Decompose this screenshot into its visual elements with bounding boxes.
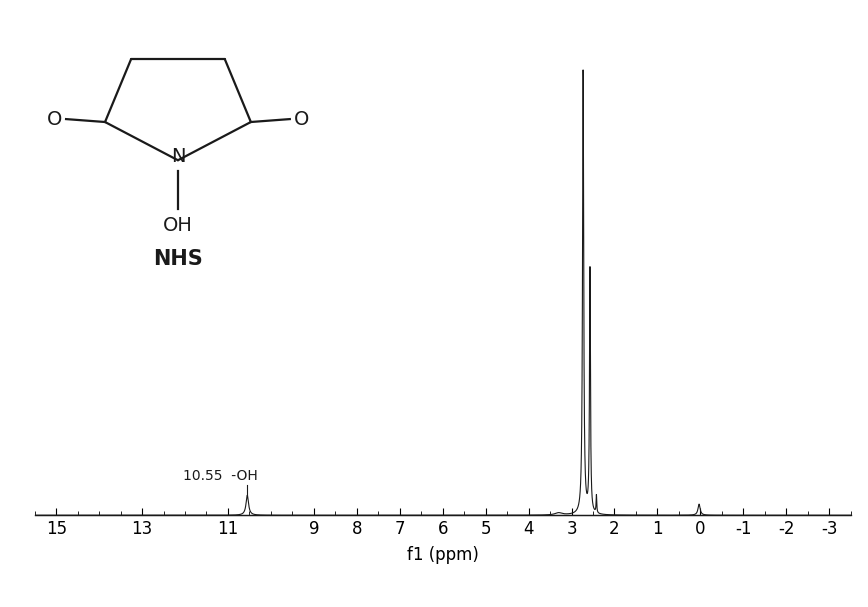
- Text: OH: OH: [163, 216, 193, 236]
- X-axis label: f1 (ppm): f1 (ppm): [407, 546, 478, 565]
- Text: 10.55  -OH: 10.55 -OH: [183, 469, 258, 483]
- Text: N: N: [171, 147, 185, 166]
- Text: O: O: [294, 110, 309, 129]
- Text: NHS: NHS: [153, 249, 203, 268]
- Text: O: O: [47, 110, 62, 129]
